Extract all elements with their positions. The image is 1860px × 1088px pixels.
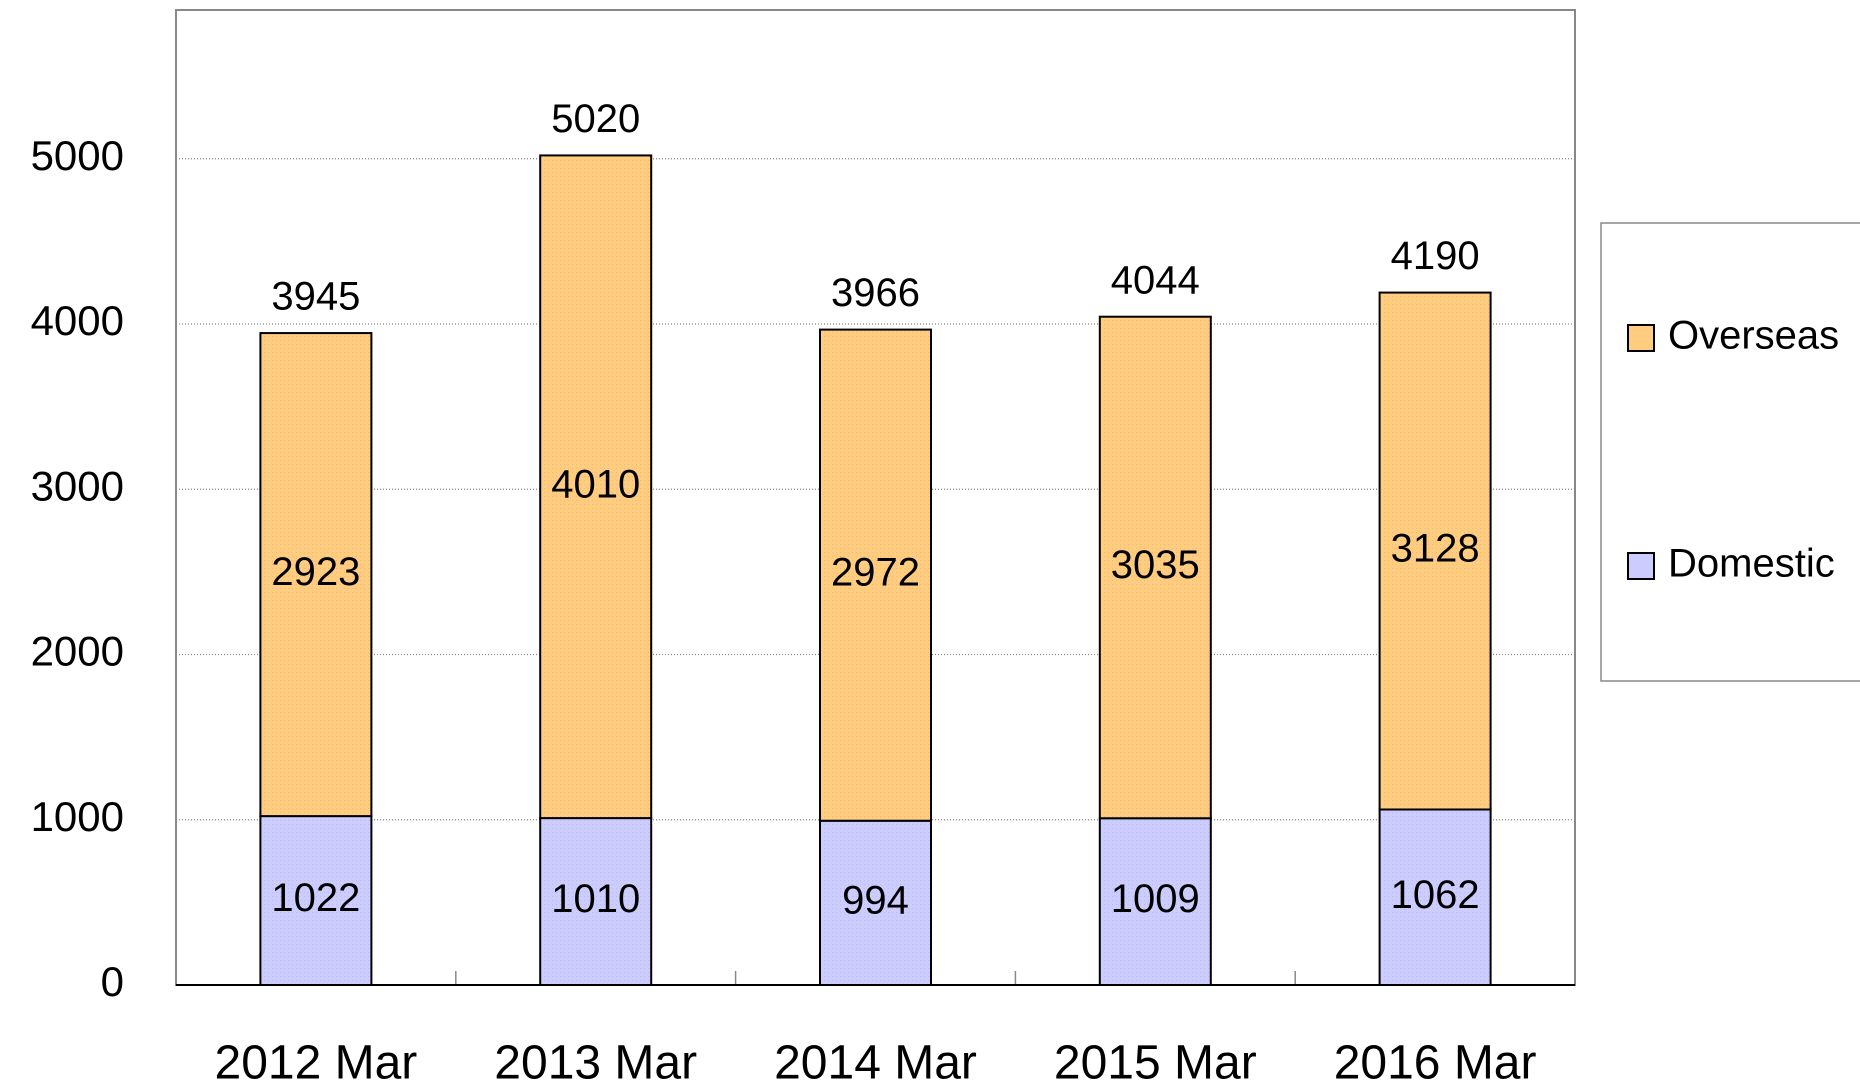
legend-swatch [1627, 324, 1655, 352]
legend-label: Domestic [1668, 542, 1835, 586]
bar-texture [820, 820, 931, 985]
bar-texture [260, 816, 372, 985]
bar-texture [1099, 316, 1211, 819]
y-tick-label: 4000 [31, 297, 124, 344]
total-label: 4190 [1391, 234, 1480, 278]
total-label: 3966 [831, 271, 920, 315]
legend-box [1600, 222, 1860, 682]
y-tick-label: 3000 [31, 462, 124, 509]
y-tick-label: 1000 [31, 793, 124, 840]
y-tick-label: 5000 [31, 132, 124, 179]
x-tick-label: 2016 Mar [1334, 1037, 1537, 1088]
value-label: 3128 [1391, 527, 1480, 571]
value-label: 2972 [831, 551, 920, 595]
bar-texture [1379, 292, 1491, 810]
value-label: 1022 [271, 876, 360, 920]
value-label: 994 [842, 878, 909, 922]
bar-texture [260, 333, 372, 817]
value-label: 2923 [271, 550, 360, 594]
bar-texture [540, 155, 652, 819]
x-tick-label: 2012 Mar [215, 1037, 418, 1088]
x-tick-label: 2015 Mar [1054, 1037, 1257, 1088]
value-label: 1010 [551, 877, 640, 921]
value-label: 3035 [1111, 543, 1200, 587]
total-label: 4044 [1111, 258, 1200, 302]
total-label: 5020 [551, 97, 640, 141]
x-tick-label: 2013 Mar [494, 1037, 697, 1088]
bar-texture [820, 329, 931, 821]
y-tick-label: 2000 [31, 628, 124, 675]
value-label: 4010 [551, 462, 640, 506]
x-tick-label: 2014 Mar [774, 1037, 977, 1088]
y-tick-label: 0 [101, 958, 124, 1005]
bar-texture [540, 818, 652, 985]
bar-texture [1099, 818, 1211, 985]
value-label: 1009 [1111, 877, 1200, 921]
bar-texture [1379, 809, 1491, 985]
legend-swatch [1627, 552, 1655, 580]
value-label: 1062 [1391, 873, 1480, 917]
legend-label: Overseas [1668, 314, 1839, 358]
total-label: 3945 [271, 275, 360, 319]
